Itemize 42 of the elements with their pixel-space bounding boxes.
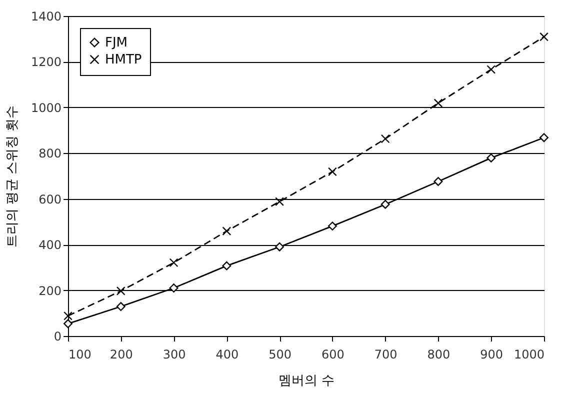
y-axis-title: 트리의 평균 스위칭 횟수 <box>4 105 20 248</box>
x-tick-label: 200 <box>110 348 133 362</box>
point <box>380 200 390 209</box>
x-tick-label: 900 <box>480 348 504 362</box>
point <box>540 32 548 42</box>
x-tick-label: 1000 <box>514 348 544 362</box>
point <box>380 134 390 144</box>
legend-label: HMTP <box>105 52 142 68</box>
x-tick-label: 300 <box>162 348 186 362</box>
point <box>116 302 126 311</box>
point <box>486 153 496 162</box>
point <box>275 197 284 206</box>
point <box>540 133 548 142</box>
point <box>116 286 126 296</box>
point <box>434 177 443 186</box>
point <box>328 167 337 176</box>
point <box>486 65 496 74</box>
point <box>222 261 232 270</box>
point <box>169 258 178 268</box>
x-axis-title: 멤버의 수 <box>278 374 335 388</box>
x-tick-label: 600 <box>321 348 344 362</box>
legend-label: FJM <box>105 36 128 50</box>
y-tick-label: 200 <box>38 284 62 298</box>
point <box>275 242 284 252</box>
x-tick-label: 800 <box>427 348 450 362</box>
point <box>434 98 443 108</box>
point <box>64 311 72 320</box>
point <box>64 319 72 328</box>
x-tick-label: 400 <box>216 348 239 362</box>
y-tick-label: 1400 <box>30 10 62 24</box>
y-tick-label: 800 <box>38 146 62 161</box>
x-tick-label: 100 <box>68 348 92 362</box>
x-tick-label: 700 <box>374 348 398 362</box>
point <box>169 284 178 292</box>
y-tick-label: 600 <box>38 192 62 206</box>
y-tick-label: 400 <box>38 238 62 252</box>
point <box>328 222 337 231</box>
point <box>222 226 232 236</box>
y-tick-label: 1000 <box>30 100 62 115</box>
y-tick-label: 1200 <box>30 55 62 70</box>
y-tick-label: 0 <box>54 330 62 344</box>
x-tick-label: 500 <box>268 348 292 362</box>
